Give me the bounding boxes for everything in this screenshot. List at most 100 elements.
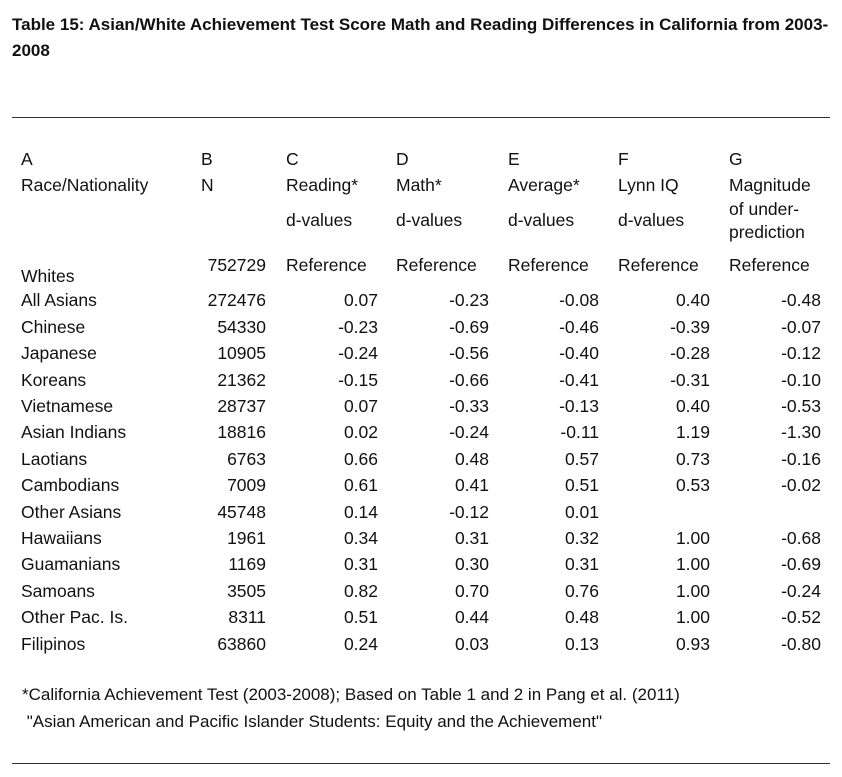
table-cell: -0.24 — [781, 581, 821, 601]
table-cell: 0.03 — [454, 634, 489, 654]
row-label: Whites — [21, 266, 75, 286]
table-cell: -0.12 — [449, 502, 489, 522]
table-cell: -0.39 — [670, 317, 710, 337]
table-cell: -0.66 — [449, 370, 489, 390]
table-cell: 3505 — [227, 581, 266, 601]
table-cell: -0.41 — [559, 370, 599, 390]
table-cell: 21362 — [217, 370, 266, 390]
table-cell: 1.00 — [675, 607, 710, 627]
table-cell: Reference — [508, 255, 589, 275]
table-cell: -0.10 — [781, 370, 821, 390]
table-cell: -0.08 — [559, 290, 599, 310]
table-cell: 0.40 — [675, 290, 710, 310]
table-cell: -0.33 — [449, 396, 489, 416]
table-cell: 0.82 — [343, 581, 378, 601]
row-label: Other Pac. Is. — [21, 607, 128, 627]
col-name-d: Math* — [396, 175, 442, 195]
row-label: Guamanians — [21, 554, 121, 574]
table-cell: 0.61 — [343, 475, 378, 495]
col-name-a: Race/Nationality — [21, 175, 149, 195]
col-letter-b: B — [201, 149, 213, 169]
table-cell: 0.32 — [564, 528, 599, 548]
table-cell: -0.12 — [781, 343, 821, 363]
table-cell: -0.24 — [338, 343, 378, 363]
table-cell: 63860 — [217, 634, 266, 654]
table-cell: 0.13 — [564, 634, 599, 654]
row-label: Vietnamese — [21, 396, 114, 416]
table-cell: 1169 — [228, 554, 266, 574]
table-cell: -0.16 — [781, 449, 821, 469]
col-sub-g: of under- prediction — [729, 199, 805, 242]
table-cell: -0.23 — [449, 290, 489, 310]
table-cell: -0.52 — [781, 607, 821, 627]
col-letter-g: G — [729, 149, 743, 169]
table-cell: 0.14 — [343, 502, 378, 522]
table-cell: -0.02 — [781, 475, 821, 495]
col-name-f: Lynn IQ — [618, 175, 679, 195]
row-label: Samoans — [21, 581, 95, 601]
table-cell: 7009 — [227, 475, 266, 495]
table-cell: 0.57 — [564, 449, 599, 469]
col-letter-c: C — [286, 149, 299, 169]
table-cell: 0.31 — [454, 528, 489, 548]
table-cell: 0.01 — [564, 502, 599, 522]
table-cell: 1.00 — [675, 528, 710, 548]
table-cell: 1.00 — [675, 581, 710, 601]
row-label: Hawaiians — [21, 528, 102, 548]
table-cell: 0.44 — [454, 607, 489, 627]
col-letter-a: A — [21, 149, 33, 169]
table-cell: 0.02 — [343, 422, 378, 442]
row-label: Japanese — [21, 343, 97, 363]
table-cell: 54330 — [217, 317, 266, 337]
table-cell: Reference — [286, 255, 367, 275]
table-cell: -0.80 — [781, 634, 821, 654]
table-cell: 28737 — [217, 396, 266, 416]
col-name-g: Magnitude — [729, 175, 811, 195]
table-cell: 1961 — [227, 528, 266, 548]
table-cell: -0.24 — [449, 422, 489, 442]
table-cell: 1.19 — [675, 422, 710, 442]
row-label: Cambodians — [21, 475, 120, 495]
bottom-divider — [12, 763, 830, 764]
table-cell: 0.40 — [675, 396, 710, 416]
table-cell: -0.28 — [670, 343, 710, 363]
table-cell: 0.51 — [564, 475, 599, 495]
table-cell: -0.56 — [449, 343, 489, 363]
table-cell: 0.30 — [454, 554, 489, 574]
table-cell: 0.70 — [454, 581, 489, 601]
row-label: Asian Indians — [21, 422, 127, 442]
footnote-line-1: *California Achievement Test (2003-2008)… — [22, 685, 680, 704]
footnote-line-2: "Asian American and Pacific Islander Stu… — [22, 712, 603, 731]
table-cell: 0.93 — [675, 634, 710, 654]
table-cell: -0.07 — [781, 317, 821, 337]
col-sub-c: d-values — [286, 210, 353, 230]
table-cell: -0.46 — [559, 317, 599, 337]
table-cell: -0.69 — [449, 317, 489, 337]
col-sub-f: d-values — [618, 210, 685, 230]
table-cell: 8311 — [228, 607, 266, 627]
table-cell: -1.30 — [781, 422, 821, 442]
table-cell: -0.23 — [338, 317, 378, 337]
col-letter-d: D — [396, 149, 409, 169]
col-letter-e: E — [508, 149, 520, 169]
table-cell: 0.53 — [675, 475, 710, 495]
table-cell: -0.15 — [338, 370, 378, 390]
table-cell: 0.51 — [343, 607, 378, 627]
table-cell: 1.00 — [675, 554, 710, 574]
table-cell: 0.24 — [343, 634, 378, 654]
row-label: Chinese — [21, 317, 86, 337]
col-name-e: Average* — [508, 175, 580, 195]
table-cell: -0.40 — [559, 343, 599, 363]
table-cell: -0.11 — [560, 422, 599, 442]
table-cell: 752729 — [207, 255, 266, 275]
table-cell: -0.69 — [781, 554, 821, 574]
table-cell: 10905 — [217, 343, 266, 363]
col-sub-e: d-values — [508, 210, 575, 230]
table-cell: Reference — [396, 255, 477, 275]
table-cell: Reference — [618, 255, 699, 275]
table-cell: 0.31 — [343, 554, 378, 574]
col-sub-d: d-values — [396, 210, 463, 230]
table-title: Table 15: Asian/White Achievement Test S… — [12, 15, 829, 60]
table-cell: -0.31 — [670, 370, 710, 390]
top-divider — [12, 117, 830, 118]
